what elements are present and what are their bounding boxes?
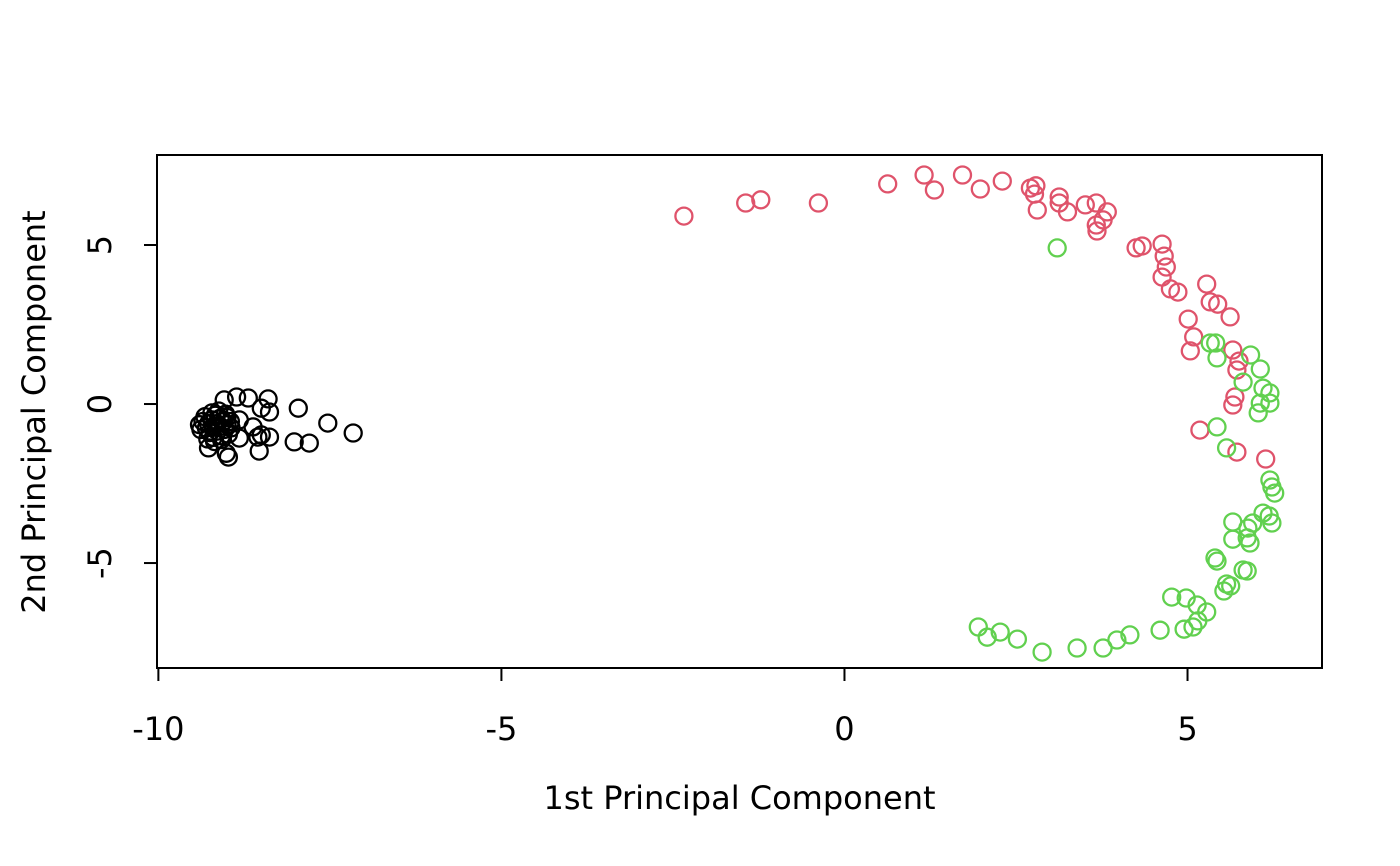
data-point-red-circles [1075,195,1095,215]
y-axis-tick-label: 0 [81,394,119,414]
data-point-green-circles [1250,359,1270,379]
data-point-red-circles [1027,200,1047,220]
data-point-green-circles [1240,345,1261,365]
data-point-red-circles [808,193,829,213]
data-point-green-circles [1183,617,1203,637]
data-point-black-circles [343,423,363,443]
data-point-red-circles [1227,360,1247,380]
data-point-black-circles [229,428,249,448]
data-point-green-circles [1007,629,1028,649]
data-point-green-circles [1240,533,1260,553]
x-axis-title: 1st Principal Component [543,779,936,817]
data-point-green-circles [1260,383,1280,403]
data-point-black-circles [214,390,234,410]
data-point-green-circles [1238,518,1258,538]
data-point-black-circles [318,413,338,433]
data-point-red-circles [1200,292,1220,312]
data-point-red-circles [1086,215,1106,235]
data-point-red-circles [736,193,756,213]
data-point-green-circles [1206,333,1226,353]
data-point-red-circles [1049,187,1069,207]
data-point-red-circles [1086,193,1106,213]
data-point-green-circles [990,622,1010,642]
data-point-green-circles [1250,393,1270,413]
data-point-green-circles [1265,483,1285,503]
data-point-red-circles [1132,236,1152,256]
data-point-black-circles [299,433,319,453]
y-axis-title: 2nd Principal Component [15,210,53,614]
data-point-red-circles [970,179,990,199]
data-point-red-circles [751,190,771,210]
data-point-red-circles [1225,387,1245,407]
data-point-red-circles [1220,307,1240,327]
data-point-red-circles [1208,294,1228,314]
data-point-black-circles [258,389,278,409]
data-point-red-circles [1256,449,1276,469]
data-point-red-circles [914,165,934,185]
data-point-red-circles [1184,327,1204,347]
x-axis-tick-label: 5 [1177,710,1197,748]
data-point-red-circles [1154,246,1174,266]
data-point-red-circles [1156,257,1176,277]
data-point-red-circles [1223,395,1243,415]
plot-box [156,154,1323,669]
data-point-black-circles [259,402,280,422]
data-point-black-circles [284,432,304,452]
y-axis-tick-label: -5 [81,547,119,579]
data-point-green-circles [1162,587,1182,607]
data-point-red-circles [924,180,945,200]
data-point-green-circles [1150,620,1170,640]
x-axis-tick-label: -5 [485,710,517,748]
data-point-red-circles [1026,176,1046,196]
data-point-green-circles [1047,238,1067,258]
data-point-red-circles [1087,221,1107,241]
data-point-red-circles [1197,274,1217,294]
data-point-green-circles [1260,393,1280,413]
data-point-green-circles [1233,372,1253,392]
data-point-green-circles [1207,551,1227,571]
data-point-red-circles [878,174,898,194]
data-point-green-circles [1120,625,1140,645]
data-point-green-circles [1216,438,1237,458]
data-point-red-circles [1223,340,1243,360]
data-point-red-circles [1190,420,1210,440]
data-point-black-circles [249,441,269,461]
data-point-red-circles [1178,309,1198,329]
data-point-black-circles [218,447,239,467]
data-point-black-circles [198,438,219,458]
data-point-red-circles [992,171,1012,191]
x-axis-tick-label: -10 [132,710,184,748]
data-point-green-circles [1032,642,1052,662]
data-point-red-circles [1057,202,1078,222]
data-point-black-circles [238,388,258,408]
data-point-green-circles [1237,561,1257,581]
data-point-green-circles [1174,619,1194,639]
y-axis-tick-label: 5 [81,235,119,255]
data-point-green-circles [1248,403,1268,423]
data-point-red-circles [1229,351,1249,371]
data-point-black-circles [226,387,247,407]
data-point-red-circles [1180,341,1200,361]
data-point-green-circles [1093,638,1113,658]
data-point-green-circles [1214,581,1234,601]
data-point-green-circles [1067,638,1087,658]
data-point-red-circles [1152,234,1172,254]
data-point-green-circles [1205,548,1225,568]
data-point-green-circles [1188,611,1208,631]
data-point-green-circles [968,617,988,637]
data-point-black-circles [248,427,268,447]
data-point-red-circles [1168,282,1188,302]
data-point-green-circles [1207,417,1227,437]
data-point-black-circles [288,398,308,418]
data-point-red-circles [952,165,973,185]
data-point-red-circles [674,206,694,226]
x-axis-tick-label: 0 [834,710,854,748]
data-point-black-circles [259,427,280,447]
data-point-red-circles [1227,442,1247,462]
data-point-green-circles [1207,348,1227,368]
data-point-green-circles [1262,513,1282,533]
data-point-red-circles [1152,267,1172,287]
